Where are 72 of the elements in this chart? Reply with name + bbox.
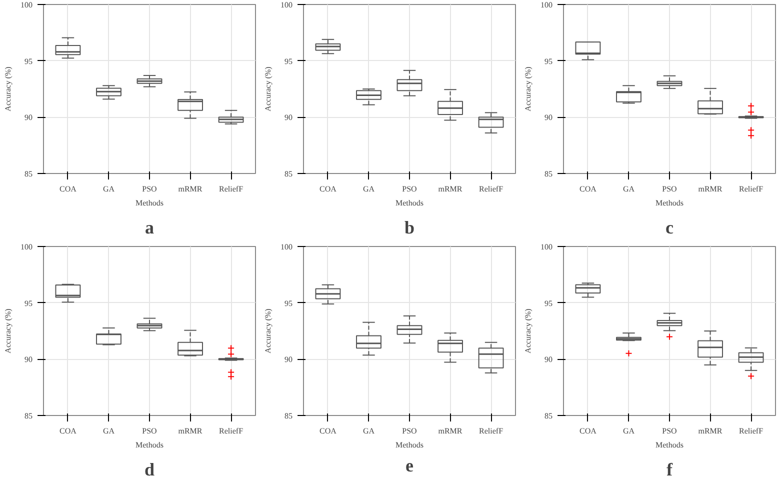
y-tick-label: 100	[540, 0, 552, 10]
y-tick-label: 95	[24, 56, 32, 66]
x-tick-label: COA	[320, 184, 337, 194]
x-tick-label: ReliefF	[739, 184, 764, 194]
x-tick-label: mRMR	[698, 184, 723, 194]
x-tick-label: ReliefF	[219, 184, 244, 194]
y-axis-title: Accuracy (%)	[524, 308, 532, 354]
y-axis-title: Accuracy (%)	[4, 308, 12, 354]
y-tick-label: 90	[544, 113, 552, 122]
x-tick-label: COA	[320, 426, 337, 436]
y-axis-title: Accuracy (%)	[524, 66, 532, 112]
y-tick-label: 95	[284, 56, 292, 66]
x-tick-label: mRMR	[438, 184, 463, 194]
x-tick-label: COA	[580, 184, 597, 194]
y-tick-label: 85	[284, 170, 292, 178]
y-tick-label: 95	[284, 298, 292, 308]
x-tick-label: ReliefF	[739, 426, 764, 436]
x-axis-title: Methods	[656, 440, 684, 450]
y-tick-label: 85	[24, 170, 32, 178]
x-tick-label: mRMR	[438, 426, 463, 436]
y-tick-label: 90	[284, 355, 292, 364]
text: a	[145, 218, 154, 238]
text: d	[144, 460, 155, 480]
y-tick-label: 95	[544, 298, 552, 308]
x-tick-label: GA	[622, 184, 635, 194]
y-tick-label: 100	[540, 242, 552, 252]
x-tick-label: mRMR	[178, 184, 203, 194]
x-axis-title: Methods	[396, 440, 424, 450]
x-tick-label: GA	[102, 426, 115, 436]
x-tick-label: COA	[580, 426, 597, 436]
y-axis-title: Accuracy (%)	[4, 66, 12, 112]
text: c	[666, 218, 674, 238]
y-tick-label: 95	[24, 298, 32, 308]
x-tick-label: ReliefF	[479, 184, 504, 194]
y-tick-label: 90	[544, 355, 552, 364]
text: b	[404, 218, 415, 238]
x-tick-label: mRMR	[178, 426, 203, 436]
x-tick-label: PSO	[142, 184, 158, 194]
y-tick-label: 100	[20, 0, 32, 10]
x-tick-label: mRMR	[698, 426, 723, 436]
x-axis-title: Methods	[396, 198, 424, 208]
x-tick-label: ReliefF	[219, 426, 244, 436]
x-tick-label: PSO	[142, 426, 158, 436]
y-tick-label: 100	[280, 0, 292, 10]
x-axis-title: Methods	[656, 198, 684, 208]
x-tick-label: PSO	[662, 184, 678, 194]
x-tick-label: GA	[622, 426, 635, 436]
y-tick-label: 90	[284, 113, 292, 122]
y-axis-title: Accuracy (%)	[264, 66, 272, 112]
y-tick-label: 100	[280, 242, 292, 252]
y-tick-label: 85	[544, 412, 552, 420]
y-tick-label: 85	[544, 170, 552, 178]
y-tick-label: 85	[284, 412, 292, 420]
y-tick-label: 90	[24, 355, 32, 364]
text: e	[406, 456, 414, 476]
y-tick-label: 100	[20, 242, 32, 252]
x-tick-label: COA	[60, 184, 77, 194]
x-tick-label: GA	[102, 184, 115, 194]
x-tick-label: GA	[362, 184, 375, 194]
x-tick-label: PSO	[402, 184, 418, 194]
x-tick-label: PSO	[662, 426, 678, 436]
y-tick-label: 95	[544, 56, 552, 66]
y-tick-label: 90	[24, 113, 32, 122]
x-tick-label: PSO	[402, 426, 418, 436]
x-axis-title: Methods	[136, 440, 164, 450]
y-axis-title: Accuracy (%)	[264, 308, 272, 354]
y-tick-label: 85	[24, 412, 32, 420]
x-axis-title: Methods	[136, 198, 164, 208]
x-tick-label: GA	[362, 426, 375, 436]
x-tick-label: ReliefF	[479, 426, 504, 436]
text: f	[666, 460, 674, 480]
x-tick-label: COA	[60, 426, 77, 436]
